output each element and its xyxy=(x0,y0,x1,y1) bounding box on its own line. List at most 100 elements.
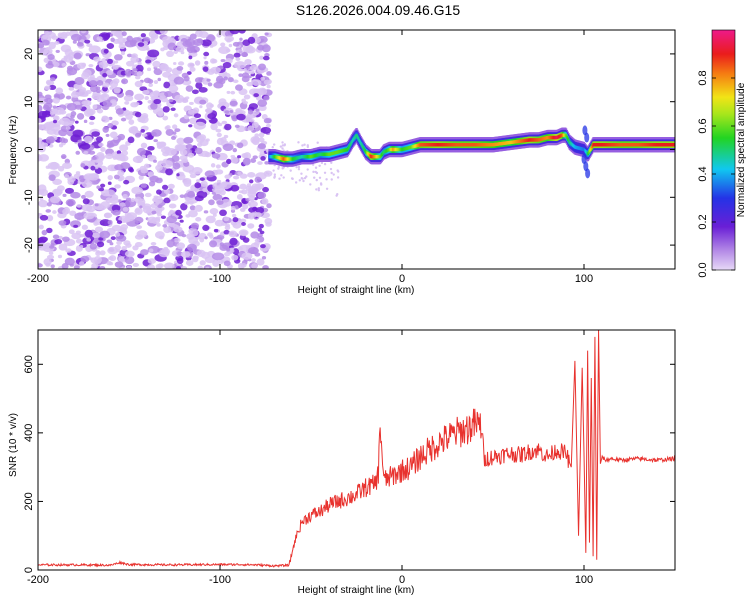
noise-blob xyxy=(172,162,181,170)
noise-blob xyxy=(95,250,101,257)
ridge-halo-point xyxy=(315,188,318,191)
noise-blob xyxy=(141,133,148,137)
noise-blob xyxy=(251,79,262,86)
noise-blob xyxy=(144,96,149,101)
noise-blob xyxy=(199,105,203,109)
noise-blob xyxy=(256,44,265,51)
ridge-halo-point xyxy=(281,141,284,144)
noise-blob xyxy=(113,86,121,94)
noise-blob xyxy=(194,182,202,189)
noise-blob xyxy=(113,54,123,61)
noise-blob xyxy=(47,53,55,60)
noise-blob xyxy=(172,124,178,130)
noise-blob xyxy=(48,144,54,148)
noise-blob xyxy=(122,217,131,223)
noise-blob xyxy=(52,119,58,124)
noise-blob xyxy=(223,134,229,139)
ridge-halo-point xyxy=(301,177,304,180)
noise-blob xyxy=(181,79,192,86)
ridge-halo-point xyxy=(337,170,340,173)
noise-blob xyxy=(49,195,61,204)
snr-y-tick-label: 600 xyxy=(23,355,35,373)
noise-blob xyxy=(152,90,160,97)
noise-blob xyxy=(134,102,140,106)
noise-blob xyxy=(48,84,57,90)
noise-blob xyxy=(52,210,57,214)
noise-blob xyxy=(38,242,47,251)
noise-blob xyxy=(136,70,143,77)
noise-blob xyxy=(219,242,225,247)
ridge-halo-point xyxy=(317,187,320,190)
noise-blob xyxy=(173,113,179,118)
ridge-halo-point xyxy=(306,168,309,171)
noise-blob xyxy=(243,94,251,100)
noise-blob xyxy=(207,113,217,120)
noise-blob xyxy=(167,183,175,189)
noise-blob xyxy=(121,79,126,84)
noise-blob xyxy=(243,152,252,160)
noise-blob xyxy=(254,183,265,190)
noise-blob xyxy=(264,32,269,36)
noise-blob xyxy=(230,184,240,192)
noise-blob xyxy=(213,228,219,233)
noise-blob xyxy=(137,42,145,47)
noise-blob xyxy=(38,118,42,124)
noise-blob xyxy=(224,251,231,257)
noise-blob xyxy=(206,78,211,82)
noise-blob xyxy=(176,242,186,250)
noise-blob xyxy=(261,198,269,205)
noise-blob xyxy=(235,108,243,113)
spectrogram-y-axis-label: Frequency (Hz) xyxy=(8,116,19,185)
noise-blob xyxy=(261,44,271,53)
spectrogram-x-tick-label: 0 xyxy=(399,273,405,285)
noise-blob xyxy=(70,91,80,98)
noise-blob xyxy=(134,111,142,118)
noise-blob xyxy=(136,147,147,156)
noise-blob xyxy=(156,144,163,150)
colorbar-tick-label: 0.2 xyxy=(697,214,709,229)
noise-blob xyxy=(62,193,67,197)
noise-blob xyxy=(239,173,248,179)
noise-blob xyxy=(237,171,242,176)
noise-blob xyxy=(205,266,210,269)
noise-blob xyxy=(163,189,171,195)
noise-blob xyxy=(120,117,127,122)
noise-blob xyxy=(115,234,127,242)
noise-blob xyxy=(100,201,111,209)
noise-blob xyxy=(144,192,152,198)
noise-blob xyxy=(173,237,181,243)
noise-blob xyxy=(223,216,230,222)
noise-blob xyxy=(90,266,96,269)
noise-blob xyxy=(65,248,72,253)
noise-blob xyxy=(263,118,272,124)
noise-blob xyxy=(251,138,257,143)
noise-blob xyxy=(185,143,194,149)
noise-blob xyxy=(236,193,243,200)
noise-blob xyxy=(189,66,196,72)
noise-blob xyxy=(110,236,116,241)
noise-blob xyxy=(41,39,50,46)
noise-blob xyxy=(256,258,265,266)
noise-blob xyxy=(121,31,127,37)
noise-blob xyxy=(211,252,225,261)
noise-blob xyxy=(55,87,64,95)
noise-blob xyxy=(168,98,174,103)
noise-blob xyxy=(118,41,124,45)
noise-blob xyxy=(230,205,236,211)
noise-blob xyxy=(84,39,91,44)
noise-blob xyxy=(211,153,221,159)
noise-blob xyxy=(261,114,268,120)
noise-blob xyxy=(242,237,250,243)
noise-blob xyxy=(83,212,95,220)
noise-blob xyxy=(136,225,143,230)
noise-blob xyxy=(254,212,262,218)
noise-blob xyxy=(119,144,129,152)
noise-blob xyxy=(214,219,225,227)
noise-blob xyxy=(180,251,191,258)
noise-blob xyxy=(49,245,55,249)
noise-blob xyxy=(84,229,93,238)
noise-blob xyxy=(112,64,119,70)
noise-blob xyxy=(227,77,234,83)
noise-blob xyxy=(183,75,190,82)
noise-blob xyxy=(109,131,118,139)
